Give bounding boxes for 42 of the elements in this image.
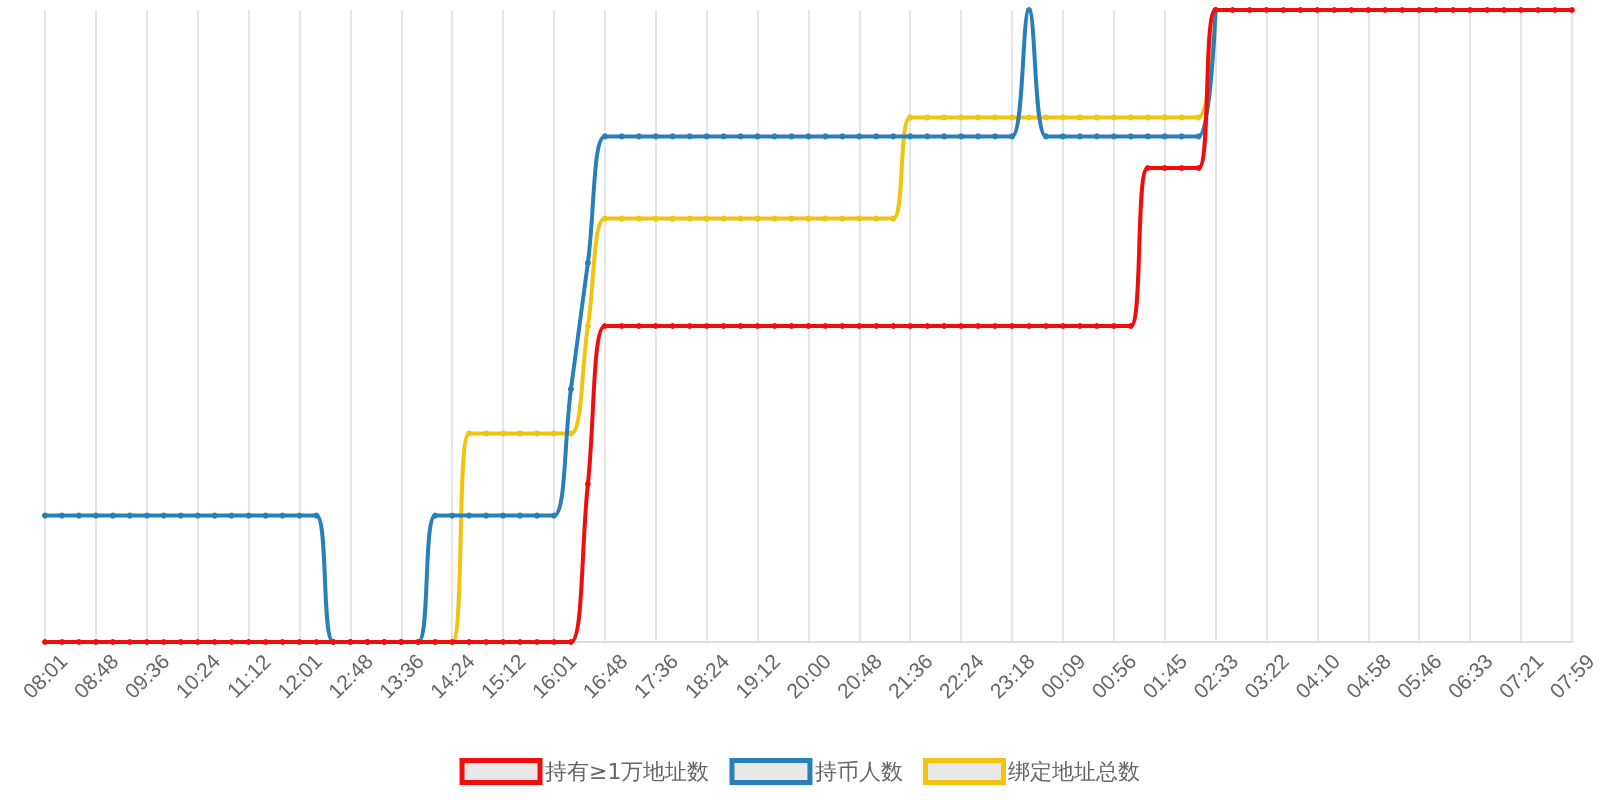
point	[1076, 114, 1083, 121]
point	[500, 430, 507, 437]
point	[1059, 114, 1066, 121]
point	[686, 215, 693, 222]
point	[941, 114, 948, 121]
point	[1025, 114, 1032, 121]
point	[839, 215, 846, 222]
point	[822, 215, 829, 222]
point	[1093, 114, 1100, 121]
point	[483, 430, 490, 437]
point	[924, 114, 931, 121]
point	[1195, 114, 1202, 121]
point	[1127, 114, 1134, 121]
point	[703, 215, 710, 222]
point	[635, 215, 642, 222]
point	[958, 114, 965, 121]
legend-label: 持有≥1万地址数	[545, 759, 710, 784]
point	[771, 215, 778, 222]
point	[856, 215, 863, 222]
point	[992, 114, 999, 121]
point	[754, 215, 761, 222]
point	[907, 114, 914, 121]
point	[601, 215, 608, 222]
point	[737, 215, 744, 222]
point	[805, 215, 812, 222]
point	[1178, 114, 1185, 121]
point	[466, 430, 473, 437]
point	[975, 114, 982, 121]
point	[534, 430, 540, 437]
point	[1042, 114, 1049, 121]
point	[618, 215, 625, 222]
point	[517, 430, 524, 437]
point	[788, 215, 795, 222]
point	[720, 215, 727, 222]
point	[550, 430, 557, 437]
legend-label: 持币人数	[814, 759, 903, 784]
point	[1144, 114, 1151, 121]
point	[584, 323, 591, 329]
point	[890, 215, 897, 222]
legend-label: 绑定地址总数	[1008, 759, 1141, 784]
point	[1110, 114, 1117, 121]
point	[1009, 114, 1016, 121]
